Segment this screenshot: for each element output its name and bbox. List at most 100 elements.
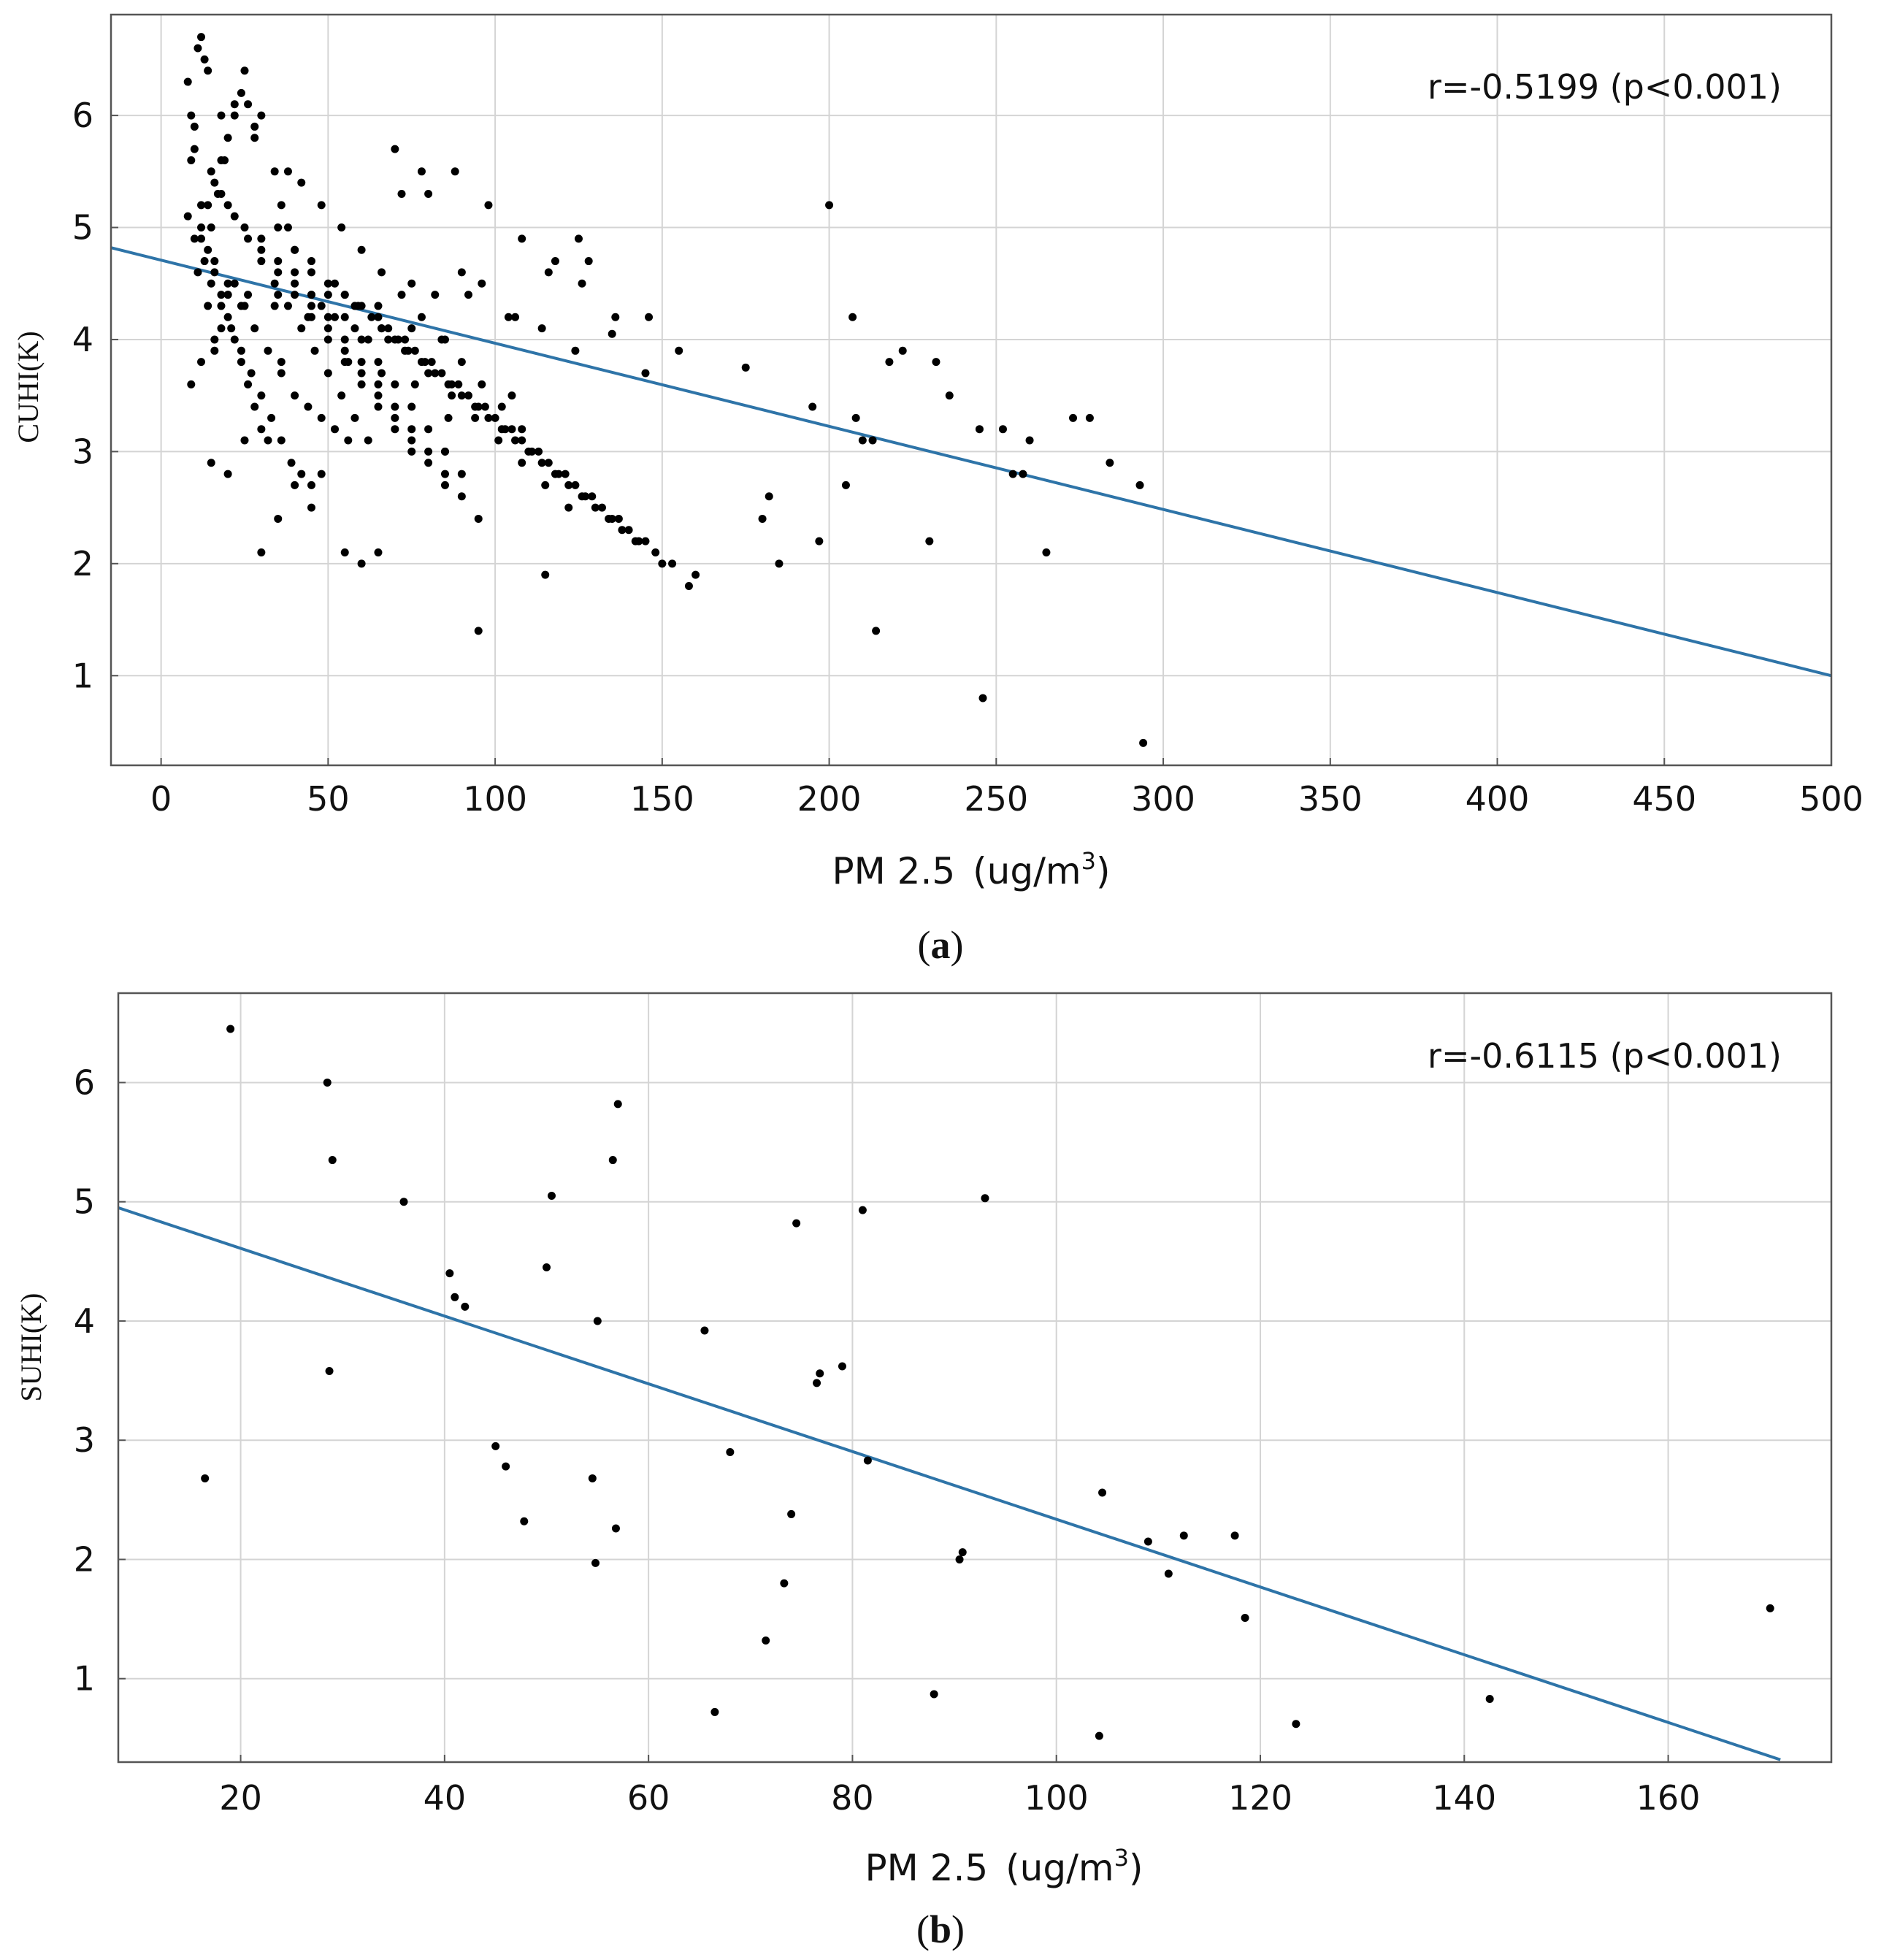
data-point-a-116 bbox=[374, 358, 383, 367]
data-point-a-103 bbox=[340, 346, 349, 355]
data-point-a-311 bbox=[1085, 413, 1094, 422]
data-point-a-86 bbox=[223, 201, 232, 210]
data-point-a-159 bbox=[350, 302, 359, 310]
data-point-a-219 bbox=[223, 470, 232, 478]
data-point-b-24 bbox=[762, 1636, 770, 1645]
data-point-a-152 bbox=[448, 391, 456, 400]
data-point-a-314 bbox=[1139, 738, 1148, 747]
data-point-a-244 bbox=[584, 257, 593, 266]
data-point-a-206 bbox=[391, 335, 399, 344]
data-point-b-44 bbox=[1485, 1694, 1494, 1703]
data-point-b-40 bbox=[1179, 1531, 1188, 1540]
data-point-a-155 bbox=[518, 459, 526, 467]
y-axis-label-a: CUHI(K) bbox=[12, 331, 45, 443]
data-point-a-102 bbox=[323, 324, 332, 333]
data-point-a-83 bbox=[337, 391, 346, 400]
data-point-a-193 bbox=[651, 548, 660, 556]
data-point-a-296 bbox=[868, 436, 877, 445]
data-point-a-299 bbox=[898, 346, 907, 355]
caption-b: (b) bbox=[916, 1907, 965, 1951]
regression-line-b bbox=[118, 1206, 1781, 1761]
data-point-a-34 bbox=[244, 380, 253, 388]
data-point-a-237 bbox=[350, 324, 359, 333]
data-point-a-168 bbox=[591, 503, 599, 512]
data-point-a-74 bbox=[217, 189, 226, 198]
data-point-a-87 bbox=[240, 223, 249, 232]
data-point-a-258 bbox=[277, 358, 286, 367]
points-b bbox=[201, 1025, 1774, 1740]
grid-a bbox=[111, 15, 1831, 765]
data-point-a-119 bbox=[424, 425, 433, 434]
data-point-a-250 bbox=[364, 335, 372, 344]
data-point-a-205 bbox=[668, 559, 677, 568]
data-point-a-138 bbox=[378, 268, 386, 277]
data-point-a-143 bbox=[478, 380, 486, 388]
data-point-a-277 bbox=[474, 627, 483, 635]
data-point-a-281 bbox=[608, 329, 616, 338]
data-point-a-46 bbox=[270, 167, 279, 176]
data-point-a-67 bbox=[264, 346, 272, 355]
data-point-b-5 bbox=[399, 1198, 408, 1206]
data-point-b-3 bbox=[325, 1367, 334, 1376]
data-point-b-37 bbox=[1098, 1488, 1107, 1497]
data-point-a-51 bbox=[217, 302, 226, 310]
y-tick-label-a-3: 4 bbox=[72, 320, 93, 359]
data-point-a-66 bbox=[250, 324, 259, 333]
data-point-a-88 bbox=[257, 245, 266, 254]
data-point-a-302 bbox=[945, 391, 954, 400]
x-axis-name-a: PM 2.5 bbox=[832, 850, 955, 892]
data-point-a-242 bbox=[518, 234, 526, 243]
data-point-a-217 bbox=[684, 582, 693, 591]
data-point-a-204 bbox=[641, 537, 650, 545]
data-point-a-212 bbox=[551, 470, 559, 478]
scatter-chart-a: 0 50 100 150 200 250 300 350 400 450 500 1 2 3 4 5 6 r=-… bbox=[12, 13, 1863, 967]
data-point-a-183 bbox=[384, 324, 393, 333]
correlation-annotation-a: r=-0.5199 (p<0.001) bbox=[1428, 67, 1782, 107]
data-point-a-53 bbox=[237, 346, 245, 355]
data-point-a-36 bbox=[257, 425, 266, 434]
data-point-a-257 bbox=[210, 346, 219, 355]
data-point-a-245 bbox=[230, 279, 239, 288]
data-point-a-197 bbox=[454, 380, 463, 388]
data-point-a-17 bbox=[197, 358, 206, 367]
data-point-a-166 bbox=[537, 459, 546, 467]
data-point-a-135 bbox=[317, 201, 326, 210]
data-point-a-307 bbox=[1019, 470, 1027, 478]
data-point-a-98 bbox=[257, 234, 266, 243]
caption-b-letter: b bbox=[930, 1907, 951, 1951]
x-tick-label-b-3: 80 bbox=[831, 1778, 874, 1818]
data-point-a-261 bbox=[410, 380, 419, 388]
data-point-a-185 bbox=[437, 369, 446, 378]
data-point-a-69 bbox=[291, 391, 299, 400]
data-point-a-164 bbox=[484, 413, 493, 422]
data-point-a-230 bbox=[424, 189, 433, 198]
data-point-a-145 bbox=[518, 425, 526, 434]
data-point-a-75 bbox=[230, 212, 239, 221]
data-point-a-43 bbox=[240, 66, 249, 75]
y-tick-label-a-5: 6 bbox=[72, 96, 93, 135]
data-point-a-278 bbox=[507, 391, 516, 400]
data-point-a-161 bbox=[404, 346, 413, 355]
data-point-a-8 bbox=[187, 111, 196, 120]
data-point-a-194 bbox=[374, 313, 383, 321]
data-point-a-284 bbox=[692, 570, 700, 579]
data-point-a-127 bbox=[374, 380, 383, 388]
data-point-a-118 bbox=[407, 402, 416, 411]
data-point-a-68 bbox=[277, 369, 286, 378]
points-a bbox=[183, 33, 1148, 747]
data-point-a-89 bbox=[274, 268, 283, 277]
x-tick-label-b-4: 100 bbox=[1024, 1778, 1089, 1818]
data-point-b-9 bbox=[491, 1442, 500, 1450]
data-point-a-225 bbox=[340, 548, 349, 556]
data-point-b-30 bbox=[858, 1206, 867, 1214]
data-point-a-156 bbox=[541, 481, 550, 489]
x-tick-label-b-6: 140 bbox=[1432, 1778, 1496, 1818]
data-point-a-41 bbox=[223, 134, 232, 142]
data-point-a-95 bbox=[374, 402, 383, 411]
data-point-a-106 bbox=[391, 413, 399, 422]
data-point-a-48 bbox=[283, 223, 292, 232]
data-point-a-306 bbox=[1008, 470, 1017, 478]
data-point-a-243 bbox=[551, 257, 559, 266]
x-tick-label-a-6: 300 bbox=[1131, 779, 1195, 819]
